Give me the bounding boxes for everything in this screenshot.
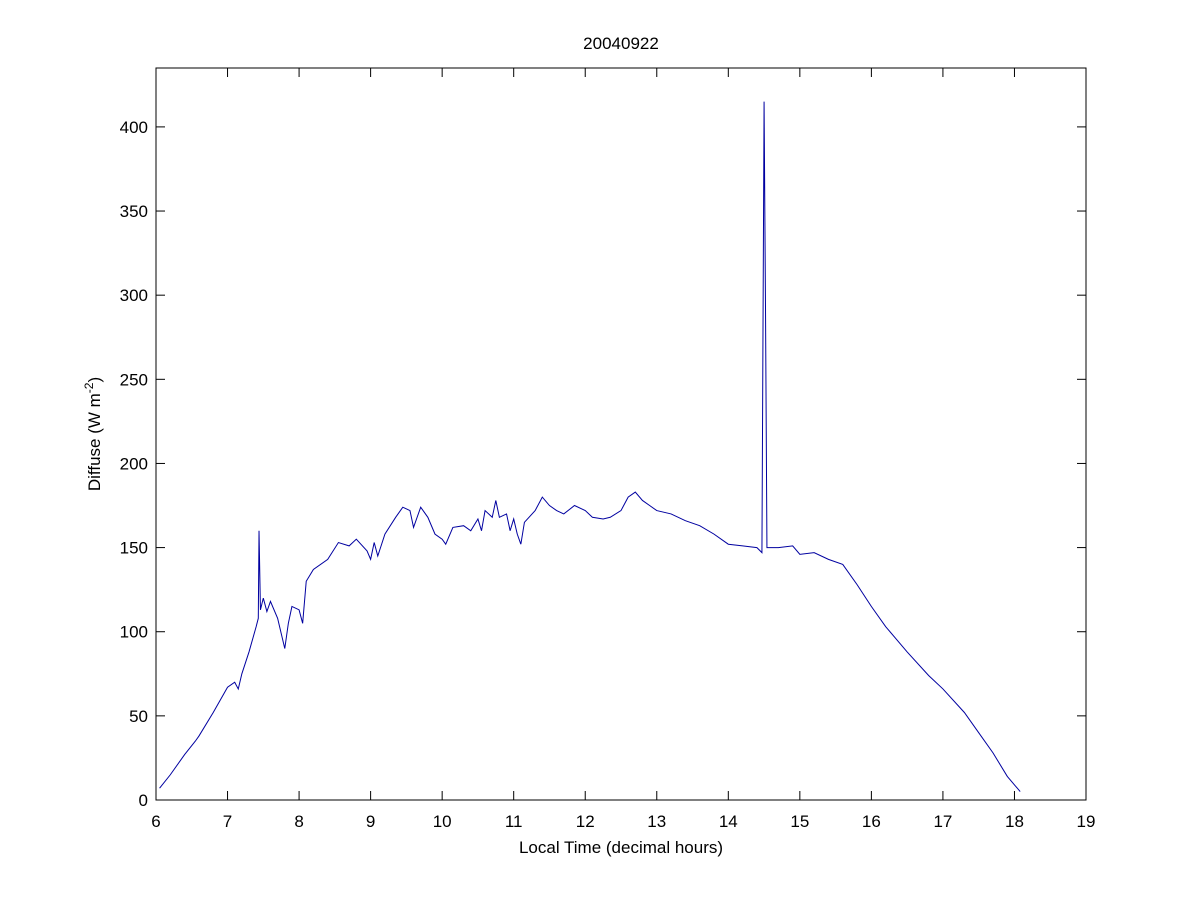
x-tick-label: 18 [1005,812,1024,831]
x-tick-label: 6 [151,812,160,831]
x-tick-label: 12 [576,812,595,831]
y-tick-label: 200 [120,454,148,473]
y-tick-label: 150 [120,539,148,558]
y-tick-label: 50 [129,707,148,726]
x-tick-label: 17 [933,812,952,831]
y-axis-label: Diffuse (W m-2) [82,377,104,491]
y-label-text: Diffuse (W m [85,393,104,491]
y-tick-label: 0 [139,791,148,810]
data-line [159,101,1021,792]
x-tick-label: 7 [223,812,232,831]
y-tick-label: 250 [120,370,148,389]
x-tick-label: 19 [1077,812,1096,831]
x-tick-label: 8 [294,812,303,831]
x-tick-label: 15 [790,812,809,831]
x-tick-label: 13 [647,812,666,831]
x-axis-label: Local Time (decimal hours) [519,838,723,857]
x-tick-label: 9 [366,812,375,831]
x-tick-label: 14 [719,812,738,831]
x-tick-label: 11 [505,812,523,831]
x-tick-label: 16 [862,812,881,831]
y-label-tail: ) [85,377,104,383]
y-tick-label: 350 [120,202,148,221]
y-tick-label: 300 [120,286,148,305]
plot-box [155,67,1087,801]
y-tick-label: 400 [120,118,148,137]
x-tick-label: 10 [433,812,452,831]
y-label-sup: -2 [82,382,96,393]
y-tick-label: 100 [120,623,148,642]
chart-title: 20040922 [583,34,659,53]
